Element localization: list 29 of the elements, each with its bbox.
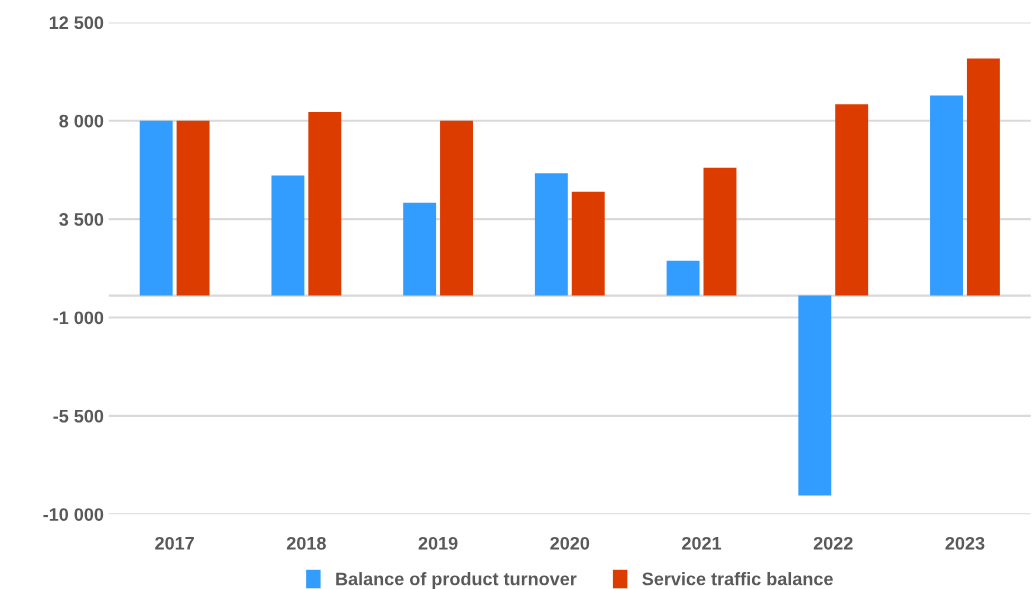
y-tick-label: -5 500	[53, 409, 104, 423]
x-tick-label: 2018	[286, 536, 326, 550]
bar	[139, 120, 173, 296]
y-tick-label: 3 500	[59, 213, 104, 226]
y-tick-label: -1 000	[53, 311, 104, 325]
bar	[534, 173, 568, 296]
bar	[835, 104, 869, 296]
x-tick-label: 2019	[418, 536, 458, 550]
x-tick-label: 2023	[945, 536, 985, 550]
y-tick-label: 12 500	[49, 16, 104, 30]
bar	[571, 191, 605, 296]
y-tick-label: -10 000	[43, 508, 104, 521]
legend-label: Service traffic balance	[642, 572, 833, 586]
y-tick-label: 8 000	[59, 114, 104, 128]
bar	[403, 202, 437, 296]
bar	[308, 112, 342, 296]
bar	[930, 95, 963, 296]
bar	[703, 167, 737, 296]
bar	[798, 295, 832, 496]
bar	[176, 120, 210, 296]
x-tick-label: 2020	[550, 536, 590, 550]
bar	[440, 120, 473, 296]
x-tick-label: 2021	[682, 536, 722, 550]
legend-label: Balance of product turnover	[336, 572, 577, 589]
bar	[966, 58, 1000, 296]
x-tick-label: 2017	[155, 536, 194, 550]
bar	[666, 260, 700, 296]
x-tick-label: 2022	[813, 536, 853, 550]
bar	[271, 175, 305, 296]
